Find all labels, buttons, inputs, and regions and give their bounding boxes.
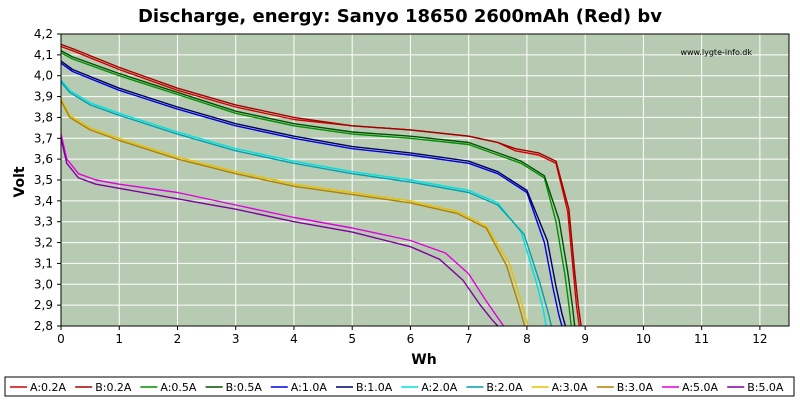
series-line — [60, 100, 526, 327]
y-tick-label: 3,4 — [34, 194, 53, 208]
series-line — [60, 79, 547, 327]
legend-label: B:1.0A — [356, 381, 393, 394]
y-tick-label: 3,5 — [34, 173, 53, 187]
y-axis-label: Volt — [12, 166, 28, 197]
x-tick-label: 8 — [523, 332, 531, 346]
x-tick-label: 3 — [232, 332, 240, 346]
x-tick-label: 9 — [581, 332, 589, 346]
legend-label: B:5.0A — [747, 381, 784, 394]
legend-label: B:3.0A — [617, 381, 654, 394]
y-tick-label: 3,3 — [34, 215, 53, 229]
legend-box — [4, 376, 795, 397]
x-tick-label: 11 — [694, 332, 709, 346]
chart-title: Discharge, energy: Sanyo 18650 2600mAh (… — [138, 6, 662, 27]
x-tick-label: 7 — [465, 332, 473, 346]
series-line — [60, 50, 576, 327]
series-line — [60, 81, 553, 327]
y-tick-label: 3,0 — [34, 277, 53, 291]
series-line — [60, 43, 582, 327]
y-tick-label: 4,1 — [34, 48, 53, 62]
legend-label: A:0.2A — [30, 381, 67, 394]
legend-label: B:2.0A — [486, 381, 523, 394]
x-tick-label: 1 — [115, 332, 123, 346]
series-line — [60, 138, 499, 327]
series-line — [60, 60, 567, 327]
y-tick-label: 3,9 — [34, 90, 53, 104]
series-line — [60, 62, 563, 327]
y-tick-label: 2,9 — [34, 298, 53, 312]
watermark: www.lygte-info.dk — [680, 48, 752, 57]
x-tick-label: 0 — [57, 332, 65, 346]
y-tick-label: 3,7 — [34, 131, 53, 145]
legend: A:0.2A B:0.2A A:0.5A B:0.5A A:1.0A B:1.0A A:2.… — [4, 376, 795, 397]
legend-label: A:3.0A — [552, 381, 589, 394]
y-tick-label: 3,8 — [34, 110, 53, 124]
x-tick-label: 12 — [752, 332, 767, 346]
legend-label: A:0.5A — [160, 381, 197, 394]
legend-label: A:5.0A — [682, 381, 719, 394]
legend-label: A:1.0A — [291, 381, 328, 394]
series-line — [60, 133, 505, 327]
y-tick-label: 2,8 — [34, 319, 53, 333]
x-tick-label: 4 — [290, 332, 298, 346]
legend-label: B:0.5A — [226, 381, 263, 394]
y-tick-label: 3,1 — [34, 256, 53, 270]
x-tick-label: 2 — [174, 332, 182, 346]
legend-label: A:2.0A — [421, 381, 458, 394]
y-tick-label: 3,6 — [34, 152, 53, 166]
legend-label: B:0.2A — [95, 381, 132, 394]
x-tick-label: 10 — [636, 332, 651, 346]
y-tick-label: 4,2 — [34, 27, 53, 41]
series-line — [60, 98, 529, 327]
x-axis-label: Wh — [411, 352, 436, 368]
y-tick-label: 3,2 — [34, 236, 53, 250]
x-tick-label: 5 — [348, 332, 356, 346]
y-tick-label: 4,0 — [34, 69, 53, 83]
axis-ticks: 0 1 2 3 4 5 6 7 8 9 10 11 122,82,93,03,13,23,33,43,5… — [34, 27, 768, 346]
series-lines — [60, 43, 582, 327]
series-line — [60, 52, 572, 327]
x-tick-label: 6 — [407, 332, 415, 346]
